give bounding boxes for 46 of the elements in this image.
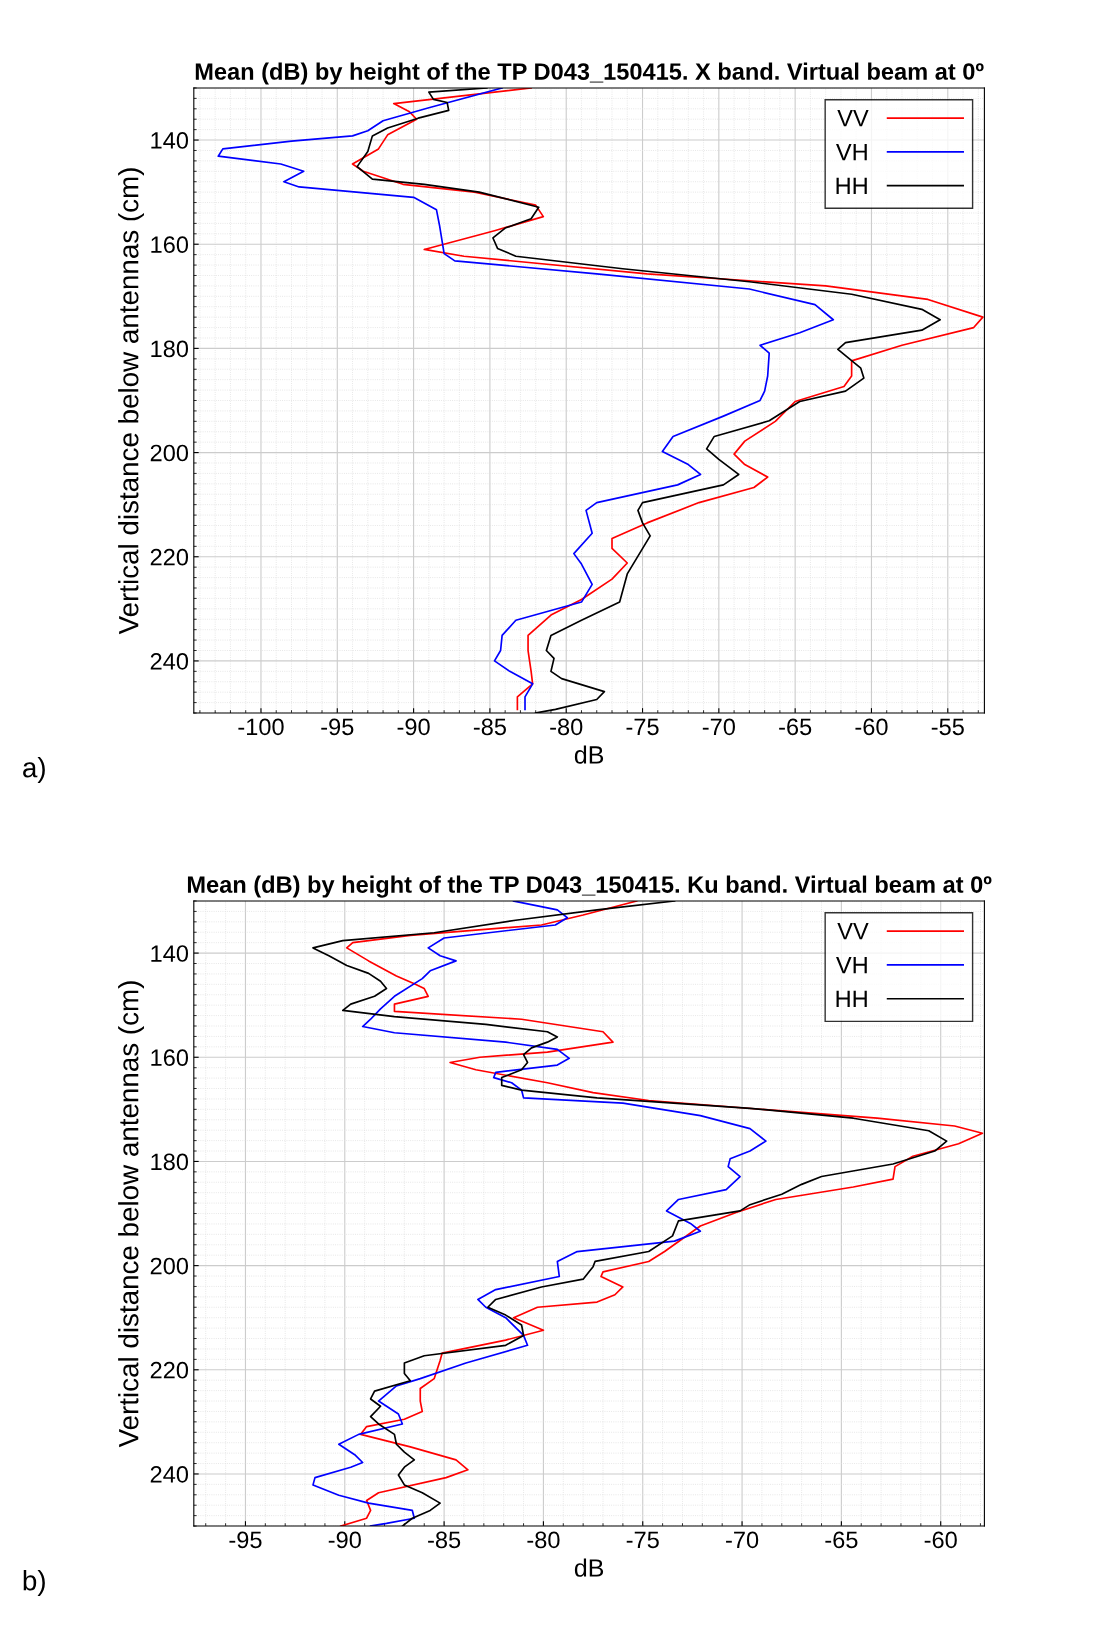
line-series bbox=[312, 901, 767, 1527]
y-tick-label: 180 bbox=[151, 340, 189, 358]
legend-label: HH bbox=[836, 177, 867, 194]
x-tick-label: -90 bbox=[328, 1531, 361, 1549]
x-tick-label: -80 bbox=[550, 718, 583, 736]
legend-label: VV bbox=[837, 110, 869, 127]
text: a) bbox=[23, 757, 45, 783]
x-tick-label: -95 bbox=[321, 718, 354, 736]
y-tick-label: 180 bbox=[151, 1153, 189, 1171]
y-tick-label: 220 bbox=[150, 548, 189, 566]
y-axis-title: Vertical distance below antennas (cm) bbox=[118, 168, 144, 635]
x-tick-label: -75 bbox=[626, 718, 659, 736]
x-tick-label: -60 bbox=[924, 1531, 957, 1549]
x-tick-label: -65 bbox=[779, 718, 812, 736]
x-tick-label: -100 bbox=[238, 718, 284, 736]
y-tick-label: 200 bbox=[150, 1257, 189, 1275]
legend-label: HH bbox=[836, 990, 867, 1007]
y-axis-title: Vertical distance below antennas (cm) bbox=[118, 981, 144, 1448]
x-tick-label: -70 bbox=[702, 718, 735, 736]
x-tick-label: -70 bbox=[726, 1531, 759, 1549]
y-tick-label: 200 bbox=[150, 444, 189, 462]
y-tick-label: 140 bbox=[151, 945, 189, 962]
x-axis-title: dB bbox=[574, 1558, 604, 1577]
y-tick-label: 140 bbox=[151, 132, 189, 149]
legend-label: VH bbox=[836, 956, 867, 974]
y-tick-label: 220 bbox=[150, 1361, 189, 1379]
chart-title: Mean (dB) by height of the TP D043_150415. Ku band. Virtual beam at 0º bbox=[187, 875, 992, 898]
x-axis-title: dB bbox=[574, 745, 604, 764]
x-tick-label: -95 bbox=[229, 1531, 262, 1549]
x-tick-label: -90 bbox=[397, 718, 430, 736]
y-tick-label: 160 bbox=[151, 1049, 189, 1067]
x-tick-label: -85 bbox=[428, 1531, 461, 1549]
x-tick-label: -75 bbox=[626, 1531, 659, 1549]
y-tick-label: 240 bbox=[150, 1466, 189, 1483]
chart-title: Mean (dB) by height of the TP D043_150415. X band. Virtual beam at 0º bbox=[195, 62, 984, 85]
x-tick-label: -65 bbox=[825, 1531, 858, 1549]
y-tick-label: 160 bbox=[151, 236, 189, 254]
text: b) bbox=[23, 1570, 45, 1596]
line-series bbox=[217, 87, 835, 711]
legend-label: VH bbox=[836, 143, 867, 161]
x-tick-label: -55 bbox=[931, 718, 964, 736]
x-tick-label: -85 bbox=[473, 718, 506, 736]
x-tick-label: -80 bbox=[527, 1531, 560, 1549]
legend-label: VV bbox=[837, 923, 869, 940]
x-tick-label: -60 bbox=[855, 718, 888, 736]
y-tick-label: 240 bbox=[150, 652, 189, 670]
